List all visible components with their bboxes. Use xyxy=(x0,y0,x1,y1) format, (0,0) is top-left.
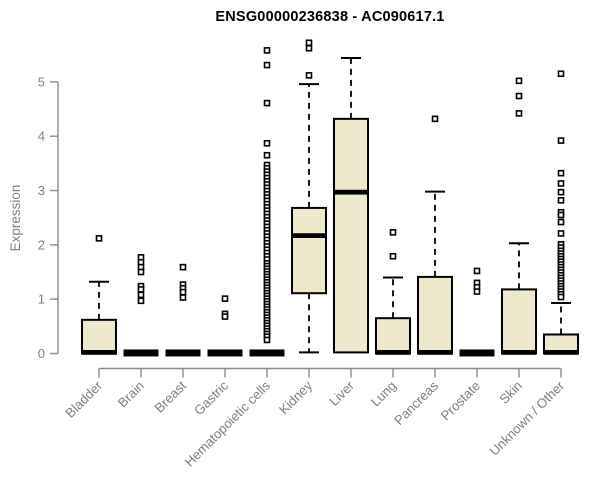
outlier-point xyxy=(557,70,565,78)
x-tick-label-lung: Lung xyxy=(368,378,399,409)
outlier-point xyxy=(557,230,565,237)
y-tick-label: 1 xyxy=(38,292,45,307)
outlier-point xyxy=(305,44,313,52)
collapsed-box xyxy=(459,349,495,357)
boxplot-pancreas xyxy=(417,115,453,355)
outlier-point xyxy=(557,293,565,301)
collapsed-box xyxy=(123,349,159,357)
outlier-point xyxy=(263,47,271,54)
outlier-point xyxy=(263,336,271,344)
outlier-point xyxy=(137,268,145,276)
boxplot-liver xyxy=(333,56,369,354)
y-tick-label: 2 xyxy=(38,237,45,252)
collapsed-box xyxy=(207,349,243,357)
outlier-point xyxy=(305,72,313,79)
outlier-point xyxy=(263,139,271,147)
outlier-point xyxy=(557,197,565,204)
boxplot-kidney xyxy=(291,39,327,354)
x-tick-label-gastric: Gastric xyxy=(191,378,231,418)
outlier-point xyxy=(263,151,271,159)
boxplot-gastric xyxy=(207,295,243,357)
x-tick-label-breast: Breast xyxy=(152,378,190,416)
x-tick-label-bladder: Bladder xyxy=(62,378,105,421)
outlier-point xyxy=(557,180,565,187)
outlier-point xyxy=(221,295,229,302)
outlier-point xyxy=(473,288,481,295)
outlier-point xyxy=(557,218,565,226)
outlier-point xyxy=(179,288,187,296)
boxplot-hematopoietic-cells xyxy=(249,47,285,357)
collapsed-box xyxy=(249,349,285,357)
outlier-point xyxy=(557,188,565,196)
outlier-point xyxy=(389,229,397,236)
collapsed-box xyxy=(165,349,201,357)
boxplot-brain xyxy=(123,254,159,357)
outlier-point xyxy=(431,115,439,123)
chart-title: ENSG00000236838 - AC090617.1 xyxy=(215,9,445,25)
outlier-point xyxy=(221,313,229,320)
x-tick-label-prostate: Prostate xyxy=(438,378,483,423)
outlier-point xyxy=(389,252,397,260)
median-line xyxy=(376,350,410,355)
median-line xyxy=(544,350,578,355)
outlier-point xyxy=(263,99,271,107)
x-tick-label-brain: Brain xyxy=(115,378,147,410)
iqr-box xyxy=(375,317,411,355)
outlier-point xyxy=(263,61,271,69)
outlier-point xyxy=(557,169,565,177)
outlier-point xyxy=(515,110,523,117)
boxplot-unknown-other xyxy=(543,70,579,355)
iqr-box xyxy=(291,206,327,295)
iqr-box xyxy=(417,275,453,355)
outlier-point xyxy=(515,92,523,100)
median-line xyxy=(334,189,368,195)
boxplot-lung xyxy=(375,229,411,355)
y-tick-label: 0 xyxy=(38,346,45,361)
outlier-point xyxy=(473,267,481,275)
x-tick-label-unknown-other: Unknown / Other xyxy=(487,378,568,459)
outlier-point xyxy=(179,263,187,271)
boxplot-prostate xyxy=(459,267,495,357)
boxplot-breast xyxy=(165,263,201,357)
median-line xyxy=(418,350,452,355)
outlier-point xyxy=(137,291,145,299)
x-tick-label-pancreas: Pancreas xyxy=(391,378,441,428)
iqr-box xyxy=(81,318,117,355)
y-tick-label: 5 xyxy=(38,74,45,89)
outlier-point xyxy=(137,297,145,305)
outlier-point xyxy=(557,211,565,219)
outlier-point xyxy=(179,294,187,301)
x-tick-label-kidney: Kidney xyxy=(276,378,315,417)
outlier-point xyxy=(95,235,103,242)
x-tick-label-liver: Liver xyxy=(326,378,357,409)
outlier-point xyxy=(137,286,145,293)
median-line xyxy=(82,350,116,355)
median-line xyxy=(292,233,326,239)
boxplot-skin xyxy=(501,77,537,355)
x-tick-label-skin: Skin xyxy=(496,378,525,407)
iqr-box xyxy=(501,288,537,355)
outlier-point xyxy=(557,137,565,144)
iqr-box xyxy=(333,117,369,354)
boxplot-bladder xyxy=(81,235,117,355)
median-line xyxy=(502,350,536,355)
y-tick-label: 4 xyxy=(38,129,45,144)
y-tick-label: 3 xyxy=(38,183,45,198)
outlier-point xyxy=(305,39,313,47)
outlier-point xyxy=(515,77,523,85)
